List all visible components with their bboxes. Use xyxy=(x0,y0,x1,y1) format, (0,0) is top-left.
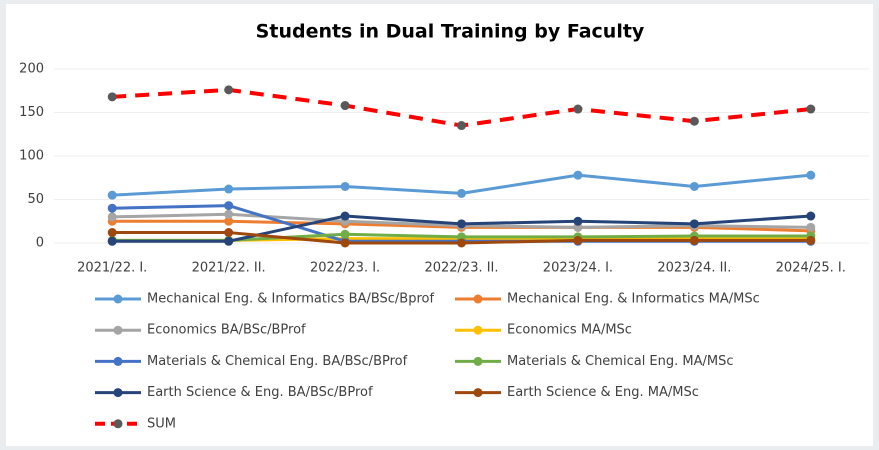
data-point xyxy=(457,121,466,131)
legend-marker xyxy=(473,388,483,398)
data-point xyxy=(573,170,583,180)
data-point xyxy=(689,219,699,229)
y-tick-label: 200 xyxy=(19,62,44,77)
data-point xyxy=(107,236,117,246)
legend-marker xyxy=(113,294,123,304)
data-point xyxy=(224,85,234,95)
data-point xyxy=(457,238,466,248)
data-point xyxy=(340,181,350,191)
y-tick-label: 50 xyxy=(27,192,44,207)
legend-marker xyxy=(113,388,123,398)
data-point xyxy=(224,236,234,246)
x-tick-label: 2021/22. I. xyxy=(77,261,147,276)
x-tick-label: 2024/25. I. xyxy=(776,261,846,276)
legend-marker xyxy=(473,356,483,366)
legend-label: Mechanical Eng. & Informatics MA/MSc xyxy=(507,292,760,307)
data-point xyxy=(340,229,350,239)
x-tick-label: 2022/23. I. xyxy=(310,261,380,276)
legend-label: SUM xyxy=(147,416,176,431)
legend-label: Mechanical Eng. & Informatics BA/BSc/Bpr… xyxy=(147,292,434,307)
data-point xyxy=(224,216,234,226)
data-point xyxy=(107,92,117,102)
x-tick-label: 2022/23. II. xyxy=(424,261,498,276)
data-point xyxy=(689,235,699,245)
data-point xyxy=(107,212,117,222)
legend-marker xyxy=(473,294,483,304)
y-tick-label: 0 xyxy=(36,236,44,251)
data-point xyxy=(224,201,234,211)
data-point xyxy=(806,211,816,221)
legend-label: Materials & Chemical Eng. MA/MSc xyxy=(507,354,734,369)
data-point xyxy=(806,170,816,180)
legend-label: Earth Science & Eng. BA/BSc/BProf xyxy=(147,385,373,400)
data-point xyxy=(806,222,816,232)
data-point xyxy=(806,235,816,245)
data-point xyxy=(340,101,350,111)
data-point xyxy=(107,228,117,238)
x-tick-label: 2023/24. I. xyxy=(543,261,613,276)
legend-marker xyxy=(473,325,483,335)
x-tick-label: 2021/22. II. xyxy=(192,261,266,276)
data-point xyxy=(457,188,466,198)
data-point xyxy=(573,104,583,114)
data-point xyxy=(806,104,816,114)
data-point xyxy=(573,235,583,245)
data-point xyxy=(107,203,117,213)
data-point xyxy=(689,116,699,126)
data-point xyxy=(573,216,583,226)
legend-label: Materials & Chemical Eng. BA/BSc/BProf xyxy=(147,354,408,369)
legend-label: Earth Science & Eng. MA/MSc xyxy=(507,385,699,400)
data-point xyxy=(340,211,350,221)
y-tick-label: 150 xyxy=(19,105,44,120)
data-point xyxy=(224,184,234,194)
legend-marker xyxy=(113,419,123,429)
data-point xyxy=(340,238,350,248)
data-point xyxy=(107,190,117,200)
data-point xyxy=(224,228,234,238)
data-point xyxy=(457,219,466,229)
x-tick-label: 2023/24. II. xyxy=(657,261,731,276)
legend-marker xyxy=(113,356,123,366)
data-point xyxy=(689,181,699,191)
chart-title: Students in Dual Training by Faculty xyxy=(256,21,645,43)
legend-marker xyxy=(113,325,123,335)
legend-label: Economics BA/BSc/BProf xyxy=(147,323,306,338)
data-point xyxy=(224,209,234,219)
legend-label: Economics MA/MSc xyxy=(507,323,632,338)
y-tick-label: 100 xyxy=(19,149,44,164)
